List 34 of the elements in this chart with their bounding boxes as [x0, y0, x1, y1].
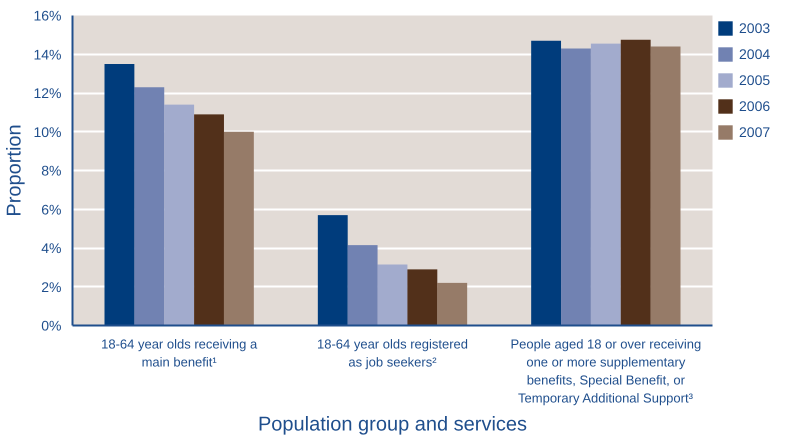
- bar: [620, 40, 651, 326]
- y-tick-label: 8%: [41, 162, 62, 178]
- legend-label: 2007: [739, 124, 770, 140]
- bar: [378, 264, 408, 326]
- x-tick-label: 18-64 year olds registered as job seekers²: [316, 336, 468, 370]
- bar: [194, 114, 224, 326]
- y-tick-label: 4%: [41, 240, 62, 256]
- bar: [407, 269, 438, 326]
- bar: [561, 48, 591, 326]
- x-axis-title: Population group and services: [258, 414, 528, 436]
- bar: [650, 46, 680, 326]
- bar: [164, 104, 194, 326]
- bar: [104, 64, 134, 326]
- y-tick-label: 2%: [41, 278, 62, 295]
- bar: [590, 44, 621, 326]
- legend-label: 2006: [739, 98, 770, 114]
- bar: [134, 87, 164, 326]
- y-tick-label: 12%: [33, 85, 62, 101]
- bar: [531, 40, 562, 326]
- y-tick-label: 6%: [41, 201, 62, 218]
- x-tick-label: People aged 18 or over receiving one or more supplementary benefits, Special Benefit, or Temporary Additional Support³: [510, 336, 702, 406]
- bar: [437, 282, 468, 326]
- x-tick-label: 18-64 year olds receiving a main benefit¹: [101, 336, 258, 370]
- y-tick-label: 16%: [33, 8, 62, 24]
- bar: [318, 215, 348, 326]
- bar: [348, 245, 378, 326]
- legend-label: 2004: [739, 46, 770, 62]
- legend-label: 2005: [739, 72, 770, 88]
- bar: [224, 132, 254, 326]
- legend-label: 2003: [739, 20, 770, 36]
- y-axis-title: Proportion: [3, 124, 26, 217]
- y-tick-label: 14%: [33, 46, 62, 62]
- y-tick-label: 0%: [41, 318, 62, 334]
- y-tick-label: 10%: [33, 124, 62, 140]
